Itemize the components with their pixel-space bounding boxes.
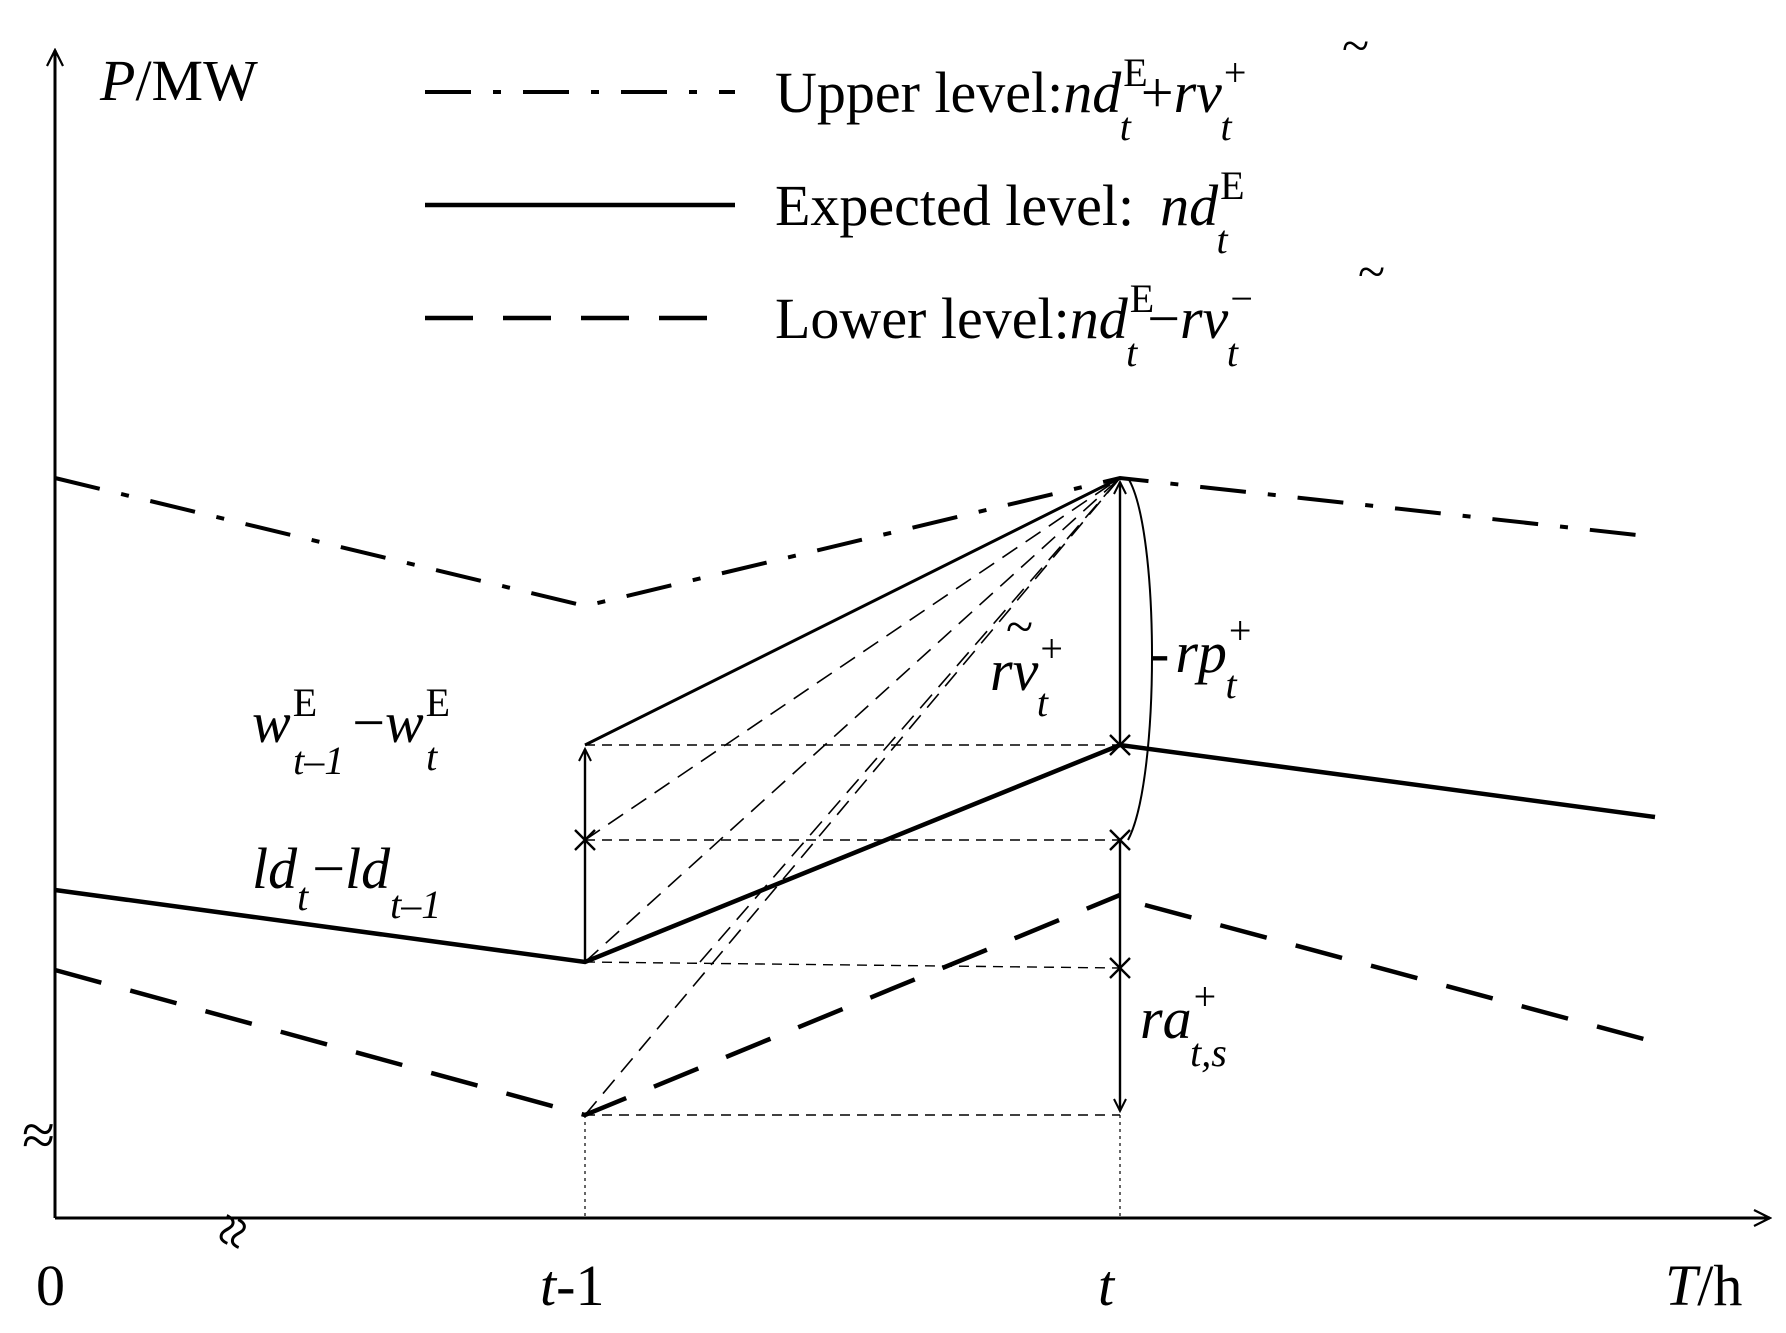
legend-lower-tilde: ~ bbox=[1358, 243, 1385, 299]
tick-label-t-minus-1: t-1 bbox=[540, 1253, 604, 1318]
legend-upper-label: Upper level:ndE t+rv+ t bbox=[775, 50, 1246, 149]
annotation-w-diff: wE t–1−wE t bbox=[252, 680, 450, 783]
annotation-ra-ts: ra+ t,s bbox=[1140, 974, 1227, 1075]
origin-label: 0 bbox=[36, 1253, 65, 1318]
annotation-rp-t: - rp+ t bbox=[1150, 608, 1251, 707]
cross-marks bbox=[574, 734, 1131, 979]
annotation-ld-diff: ldt−ldt–1 bbox=[252, 836, 441, 927]
legend: Upper level:ndE t+rv+ t ~ Expected level: n… bbox=[425, 17, 1385, 375]
legend-lower-label: Lower level:ndE t−rv− t bbox=[775, 276, 1253, 375]
upper-level-curve bbox=[54, 475, 1656, 609]
horizontal-guides bbox=[584, 744, 1121, 1116]
annotation-rv-t: rv+ t bbox=[990, 626, 1063, 725]
lower-level-curve bbox=[54, 892, 1121, 1118]
expected-level-curve bbox=[54, 742, 1656, 965]
x-axis-label: T/h bbox=[1665, 1253, 1742, 1318]
tick-label-t: t bbox=[1098, 1253, 1116, 1318]
annotation-rv-t-tilde: ~ bbox=[1006, 598, 1033, 654]
legend-expected-label: Expected level: ndE t bbox=[775, 163, 1245, 262]
lower-level-curve-right bbox=[1144, 902, 1656, 1045]
vertical-drop-lines bbox=[584, 1115, 1121, 1218]
axes bbox=[55, 50, 1770, 1218]
legend-upper-tilde: ~ bbox=[1342, 17, 1369, 73]
y-axis-break-mark: ≈ bbox=[22, 1102, 55, 1168]
x-axis-break-mark: ≈ bbox=[196, 1204, 269, 1258]
rp-bracket bbox=[1127, 477, 1153, 841]
y-axis-label: P/MW bbox=[99, 48, 258, 113]
ramp-upper-edge bbox=[584, 476, 1121, 747]
ramp-fan-lines bbox=[584, 477, 1121, 1116]
